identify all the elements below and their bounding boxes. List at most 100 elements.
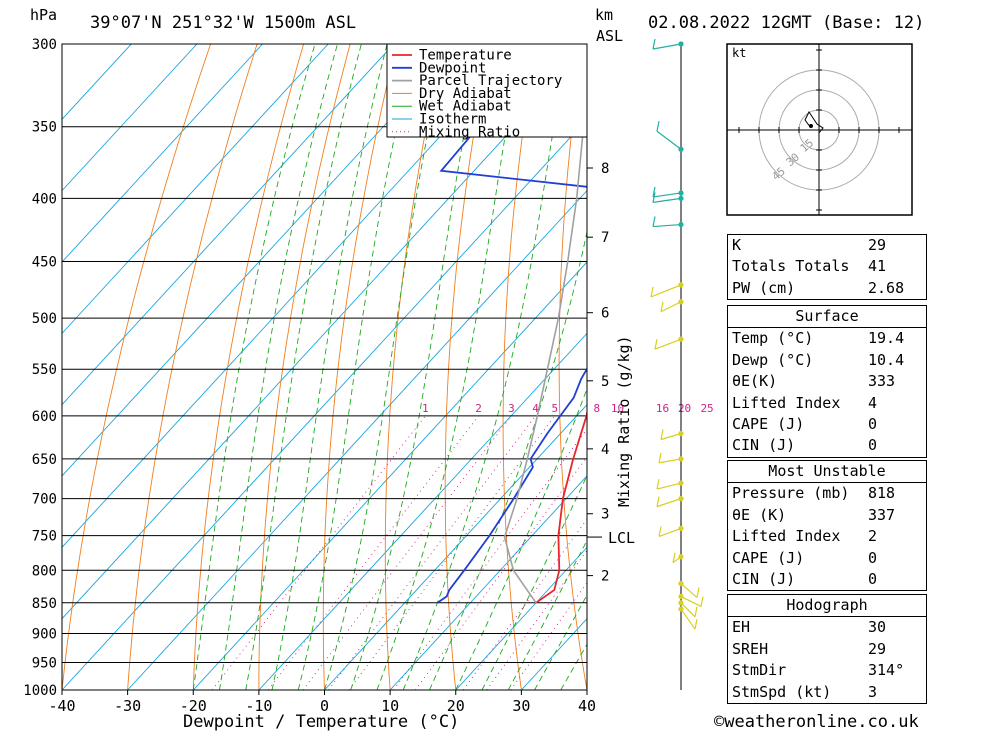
hodograph-param-row: SREH 29 [728,639,926,660]
plot-frame [61,43,588,691]
isobars [62,43,587,691]
pressure-tick-label: 450 [32,255,57,271]
surface-row: θE(K) 333 [728,371,926,392]
wind-barb [660,301,682,313]
hodograph-param-label: StmDir [732,661,787,680]
pressure-unit: hPa [30,6,57,24]
wind-barb [652,197,682,203]
most-unstable-label: Lifted Index [732,527,841,546]
wind-barb-flag [694,606,698,617]
wind-barb-flag [654,339,658,350]
index-row: Totals Totals 41 [728,256,926,277]
isotherm-line [62,44,198,192]
parcel-trajectory-curve [503,77,587,604]
wet-adiabat-line [376,44,522,690]
wind-barb-flag [656,121,660,132]
wind-barb [650,284,682,298]
mixing-ratio-label: 8 [594,402,601,415]
legend-entry: Dewpoint [419,60,486,76]
mixing-ratio-label: 3 [508,402,515,415]
temperature-curve [535,408,587,604]
wind-barb [658,458,682,464]
wind-barb-flag [700,596,704,607]
surface-row: Temp (°C) 19.4 [728,328,926,349]
isotherm-line [258,332,587,690]
surface-value: 333 [868,372,896,391]
surface-label: Temp (°C) [732,329,814,348]
axes: 3003504004505005506006507007508008509009… [23,37,713,715]
most-unstable-label: θE (K) [732,505,787,524]
x-tick-label: 10 [381,697,399,715]
wind-barb-flag [658,452,662,463]
x-tick-label: 40 [578,697,596,715]
wind-level-dot [678,146,684,152]
mixing-ratio-line [328,415,536,690]
wind-barb-flag [660,301,664,312]
mixing-ratio-label: 2 [475,402,482,415]
index-value: 29 [868,236,887,254]
hodograph-params-heading: Hodograph [728,595,926,618]
surface-panel: Surface Temp (°C) 19.4 Dewp (°C) 10.4 θE(K) 3… [727,305,927,458]
wind-level-dot [678,190,684,196]
x-tick-label: -30 [114,697,141,715]
height-tick-label: 6 [601,306,609,322]
x-tick-label: 0 [320,697,329,715]
x-tick-label: -20 [180,697,207,715]
hodograph-param-row: EH 30 [728,617,926,638]
x-tick-label: -10 [245,697,272,715]
most-unstable-value: 0 [868,569,878,588]
dry-adiabat-line [127,44,258,690]
isotherm-line [62,44,132,120]
dry-adiabat-line [955,44,1000,690]
surface-row: Lifted Index 4 [728,393,926,414]
hodograph-ring-label: 30 [784,151,803,169]
wind-barb [660,432,682,441]
pressure-tick-label: 400 [32,191,57,207]
wind-level-dot [678,456,684,462]
surface-label: CIN (J) [732,436,796,455]
index-label: Totals Totals [732,257,850,276]
mixing-ratio-label: 5 [552,402,559,415]
isotherm-line [62,44,395,406]
wind-level-dot [678,195,684,201]
mixing-ratio-line [510,582,587,690]
datetime-title: 02.08.2022 12GMT (Base: 12) [648,13,924,33]
most-unstable-row: Pressure (mb) 818 [728,483,926,504]
wind-barb-flag [658,526,662,537]
wind-level-dot [678,554,684,560]
isotherm-line [389,475,587,690]
height-unit: km [595,6,613,24]
wind-barb-flag [696,587,700,598]
wind-barb-flag [672,552,676,563]
most-unstable-label: CIN (J) [732,569,796,588]
isotherm-line [62,47,587,620]
height-tick-label: 7 [601,230,609,246]
wind-level-dot [678,593,684,600]
isotherm-line [62,44,526,548]
wind-barb [652,43,682,50]
storm-motion-marker [809,124,813,128]
most-unstable-value: 2 [868,527,878,546]
x-axis-label: Dewpoint / Temperature (°C) [183,712,459,732]
pressure-tick-label: 550 [32,362,57,378]
legend-entry: Isotherm [419,112,486,128]
dry-adiabat-line [192,44,305,690]
most-unstable-value: 337 [868,505,896,524]
index-value: 41 [868,257,887,276]
legend-entry: Parcel Trajectory [419,73,562,89]
wind-barb-flag [652,216,656,227]
wet-adiabat-line [507,539,587,690]
isotherm-line [127,189,587,690]
pressure-tick-label: 700 [32,492,57,508]
hodograph-params-panel: Hodograph EH 30 SREH 29 StmDir 314° StmSpd (kt… [727,594,927,704]
hodograph-param-label: EH [732,618,751,637]
surface-row: Dewp (°C) 10.4 [728,350,926,371]
mixing-ratio-label: 4 [532,402,539,415]
height-reference: ASL [596,27,623,45]
x-tick-label: 20 [447,697,465,715]
height-tick-label: 5 [601,374,609,390]
most-unstable-label: CAPE (J) [732,548,805,567]
hodograph-trace [804,111,824,134]
